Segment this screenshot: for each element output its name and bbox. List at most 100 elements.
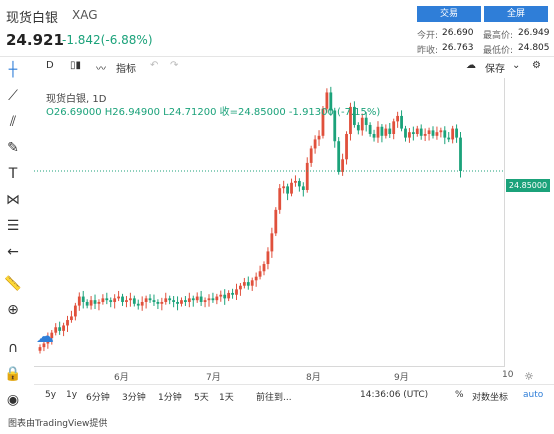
candle-style-icon[interactable]: ▯▮: [70, 60, 82, 71]
candle-body: [239, 285, 242, 290]
quote-value: 24.805: [518, 43, 550, 53]
candle-body: [345, 133, 348, 160]
range-1y[interactable]: 1y: [66, 390, 78, 400]
quote-label: 今开:: [417, 31, 439, 41]
candle-body: [443, 130, 447, 138]
candle-body: [419, 128, 423, 136]
candle-body: [93, 300, 97, 304]
quote-label: 最高价:: [483, 31, 514, 41]
bottom-toolbar: [34, 384, 554, 406]
candle-body: [148, 298, 152, 301]
candle-body: [364, 117, 368, 125]
candle-body: [223, 294, 227, 299]
candle-body: [184, 300, 187, 302]
candle-body: [270, 233, 274, 252]
candle-body: [325, 92, 329, 109]
indicator-button[interactable]: 指标: [116, 64, 136, 75]
candle-body: [176, 301, 179, 304]
last-price: 24.921: [6, 31, 64, 49]
last-price-tag: 24.85000: [506, 179, 550, 192]
candle-body: [231, 292, 234, 295]
candle-body: [152, 300, 156, 302]
candle-body: [415, 128, 419, 134]
footer-credit: 图表由TradingView提供: [8, 419, 108, 429]
chevron-down-icon[interactable]: ⌄: [512, 60, 521, 71]
candle-body: [62, 325, 65, 331]
candle-body: [70, 316, 73, 321]
candle-body: [164, 298, 168, 302]
fullscreen-button[interactable]: 全屏: [484, 6, 548, 22]
tradingview-logo-icon[interactable]: ☁: [36, 326, 54, 347]
range-3min[interactable]: 3分钟: [122, 393, 146, 403]
candle-body: [266, 251, 270, 265]
fib-icon[interactable]: ☰: [6, 218, 20, 234]
range-1min[interactable]: 1分钟: [158, 393, 182, 403]
candle-body: [286, 186, 289, 194]
redo-icon[interactable]: ↷: [170, 60, 179, 71]
percent-toggle[interactable]: %: [455, 390, 464, 400]
brush-icon[interactable]: ✎: [7, 140, 19, 156]
candle-body: [360, 117, 364, 131]
range-5y[interactable]: 5y: [45, 390, 57, 400]
range-6min[interactable]: 6分钟: [86, 393, 110, 403]
candle-body: [195, 296, 199, 301]
price-chart[interactable]: [34, 78, 505, 367]
interval-selector[interactable]: D: [46, 60, 54, 71]
quote-label: 最低价:: [483, 46, 514, 56]
eye-icon[interactable]: ◉: [6, 392, 20, 408]
candle-body: [294, 180, 297, 183]
zoom-in-icon[interactable]: ⊕: [7, 302, 19, 318]
candle-body: [435, 132, 439, 136]
candle-body: [250, 280, 254, 286]
candle-body: [392, 121, 396, 134]
candle-body: [317, 135, 321, 140]
arrow-left-icon[interactable]: ←: [7, 244, 19, 260]
indicator-icon[interactable]: 〰: [96, 64, 106, 75]
range-1d[interactable]: 1天: [219, 393, 234, 403]
cloud-icon[interactable]: ☁: [466, 60, 476, 71]
text-icon[interactable]: T: [8, 166, 18, 182]
candle-body: [101, 298, 105, 302]
candle-body: [400, 115, 403, 129]
candle-body: [46, 338, 50, 344]
pitchfork-icon[interactable]: ⫽: [9, 114, 17, 130]
candle-body: [455, 128, 458, 138]
auto-toggle[interactable]: auto: [523, 390, 544, 400]
goto-button[interactable]: 前往到...: [256, 393, 292, 403]
candle-body: [77, 296, 81, 306]
candle-body: [376, 126, 380, 138]
magnet-icon[interactable]: ∩: [7, 340, 19, 356]
x-tick: 8月: [306, 373, 321, 383]
candle-body: [54, 327, 58, 333]
candle-body: [431, 130, 435, 136]
trade-button[interactable]: 交易: [417, 6, 481, 22]
candle-body: [132, 298, 136, 304]
candle-body: [329, 92, 333, 111]
candle-body: [58, 327, 62, 331]
candle-body: [427, 130, 431, 134]
lock-icon[interactable]: 🔒: [4, 366, 22, 382]
crosshair-icon[interactable]: ┼: [8, 62, 18, 78]
candle-body: [439, 130, 443, 133]
candle-body: [447, 137, 451, 140]
gear-icon[interactable]: ⚙: [532, 60, 541, 71]
candle-body: [254, 276, 258, 281]
ruler-icon[interactable]: 📏: [4, 276, 22, 292]
range-5d[interactable]: 5天: [194, 393, 209, 403]
log-toggle[interactable]: 对数坐标: [472, 393, 509, 403]
candle-body: [262, 264, 266, 272]
candle-body: [105, 298, 109, 301]
candle-body: [156, 301, 160, 304]
candle-body: [109, 300, 113, 302]
candle-body: [97, 301, 101, 304]
save-button[interactable]: 保存: [485, 64, 505, 75]
clock-time[interactable]: 14:36:06 (UTC): [360, 390, 429, 400]
candle-body: [368, 124, 372, 134]
pattern-icon[interactable]: ⋈: [6, 192, 20, 208]
candle-body: [168, 298, 172, 301]
axis-settings-icon[interactable]: ☼: [524, 370, 534, 383]
trend-line-icon[interactable]: ⟋: [8, 88, 18, 104]
chart-legend-ohlc: O26.69000 H26.94900 L24.71200 收=24.85000…: [46, 107, 381, 118]
undo-icon[interactable]: ↶: [150, 60, 159, 71]
candle-body: [305, 162, 309, 190]
